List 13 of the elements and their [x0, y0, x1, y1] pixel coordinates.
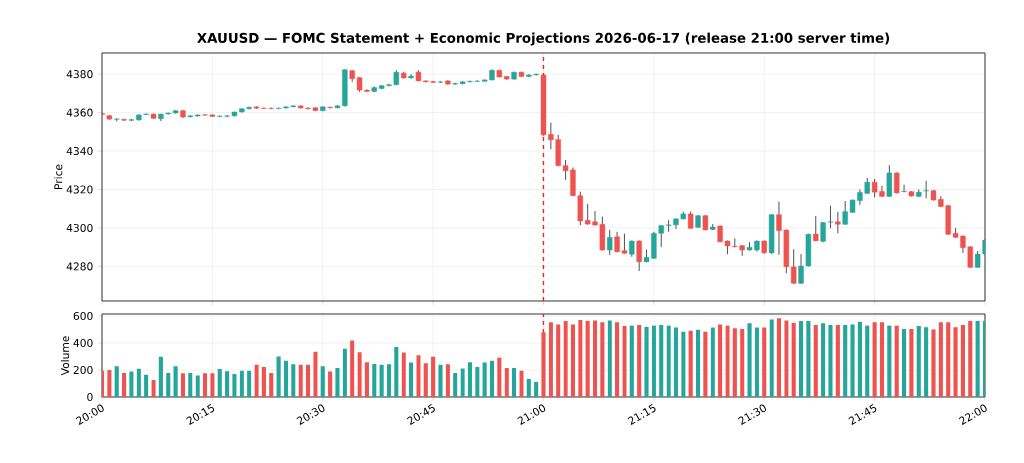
- y-tick-label: 400: [73, 338, 93, 348]
- y-tick-label: 0: [87, 392, 93, 402]
- y-tick-label: 4300: [66, 223, 93, 232]
- chart-title: XAUUSD — FOMC Statement + Economic Projections 2026-06-17 (release 21:00 server time): [197, 32, 890, 46]
- y-axis-title: Volume: [60, 336, 70, 376]
- y-tick-label: 4320: [66, 185, 93, 194]
- y-tick-label: 200: [73, 365, 93, 375]
- y-tick-label: 4340: [66, 146, 93, 156]
- y-tick-label: 4380: [66, 70, 93, 79]
- y-tick-label: 4280: [66, 262, 93, 271]
- y-tick-label: 4360: [66, 108, 93, 117]
- y-tick-label: 600: [73, 311, 93, 321]
- y-axis-title: Price: [54, 164, 63, 189]
